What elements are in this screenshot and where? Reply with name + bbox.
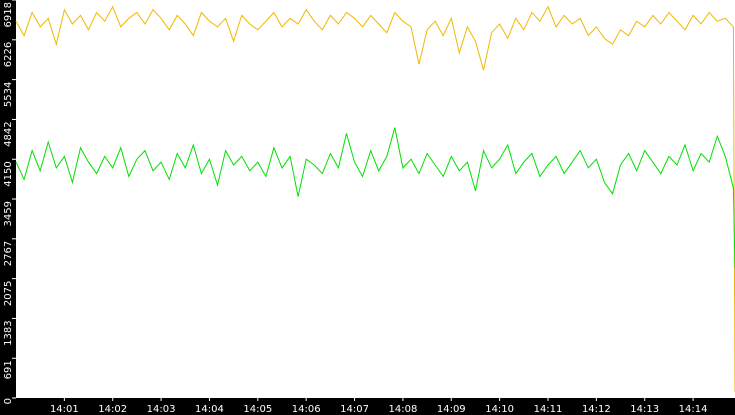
x-tick-label: 14:10 xyxy=(485,404,514,415)
y-tick-label: 2767 xyxy=(3,241,14,266)
y-tick-label: 5534 xyxy=(3,82,14,107)
x-tick-label: 14:03 xyxy=(147,404,176,415)
y-tick-label: 6918 xyxy=(3,2,14,27)
x-tick-label: 14:01 xyxy=(50,404,79,415)
y-tick-label: 0 xyxy=(3,398,14,404)
x-tick-label: 14:05 xyxy=(243,404,272,415)
x-tick-label: 14:12 xyxy=(582,404,611,415)
y-tick-label: 2075 xyxy=(3,281,14,306)
series-line xyxy=(15,127,735,269)
x-tick-label: 14:08 xyxy=(388,404,417,415)
x-tick-label: 14:13 xyxy=(630,404,659,415)
y-tick-label: 1383 xyxy=(3,320,14,345)
y-tick-label: 3459 xyxy=(3,201,14,226)
x-tick-label: 14:06 xyxy=(292,404,321,415)
x-tick-label: 14:14 xyxy=(679,404,708,415)
x-tick-label: 14:07 xyxy=(340,404,369,415)
x-tick-label: 14:09 xyxy=(437,404,466,415)
plot-area xyxy=(16,0,735,398)
y-tick-label: 4842 xyxy=(3,121,14,146)
y-tick-label: 691 xyxy=(3,360,14,379)
y-tick-label: 4150 xyxy=(3,161,14,186)
x-tick-label: 14:04 xyxy=(195,404,224,415)
series-line xyxy=(15,5,735,393)
x-tick-label: 14:11 xyxy=(534,404,563,415)
y-tick-label: 6226 xyxy=(3,42,14,67)
x-tick-label: 14:02 xyxy=(98,404,127,415)
